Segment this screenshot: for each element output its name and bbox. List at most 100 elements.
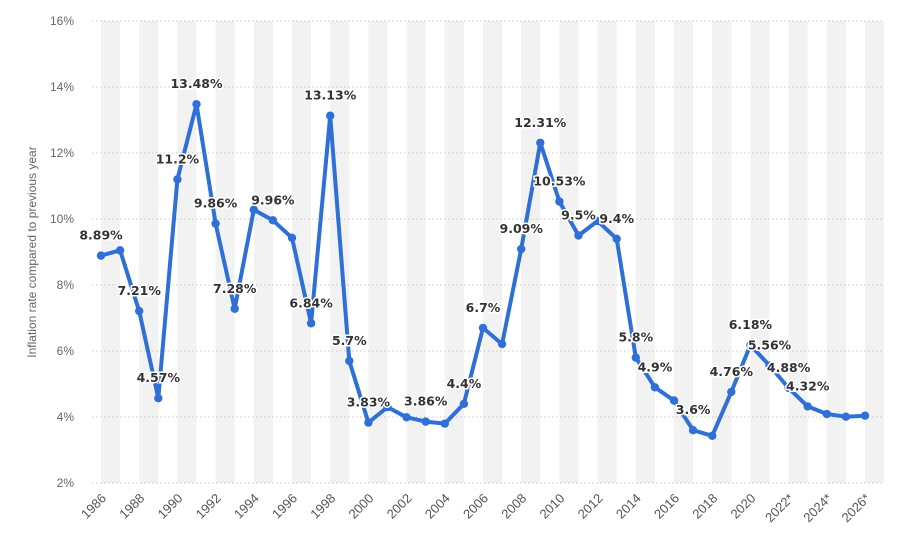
year-band bbox=[597, 21, 617, 483]
data-point bbox=[727, 387, 736, 397]
data-label: 7.21% bbox=[118, 283, 162, 298]
x-tick-label: 2016 bbox=[651, 491, 682, 522]
year-band bbox=[177, 21, 197, 483]
data-point bbox=[383, 402, 392, 412]
year-band bbox=[635, 21, 655, 483]
data-point bbox=[612, 234, 621, 243]
data-point bbox=[822, 409, 831, 419]
data-label: 9.09% bbox=[500, 221, 544, 236]
data-label: 9.86% bbox=[194, 196, 238, 211]
data-point bbox=[268, 216, 278, 225]
data-label: 13.13% bbox=[304, 88, 357, 103]
x-tick-label: 2008 bbox=[498, 491, 529, 522]
data-label: 13.48% bbox=[170, 76, 223, 91]
y-tick-label: 8% bbox=[57, 278, 75, 292]
year-band bbox=[559, 21, 579, 483]
data-point bbox=[96, 251, 106, 260]
x-tick-label: 1992 bbox=[193, 491, 224, 522]
data-label: 9.4% bbox=[599, 211, 634, 226]
year-band bbox=[712, 21, 732, 483]
data-point bbox=[230, 304, 239, 313]
data-point bbox=[421, 417, 430, 426]
x-tick-label: 2006 bbox=[460, 491, 491, 522]
data-label: 5.8% bbox=[618, 330, 653, 345]
x-tick-label: 2000 bbox=[345, 491, 376, 522]
data-label: 4.9% bbox=[638, 359, 673, 374]
data-label: 10.53% bbox=[533, 174, 586, 189]
data-label: 7.28% bbox=[213, 281, 257, 296]
data-label: 9.5% bbox=[561, 208, 596, 223]
data-point bbox=[135, 306, 144, 316]
data-point bbox=[402, 413, 411, 422]
data-point bbox=[211, 219, 220, 228]
data-point bbox=[345, 356, 354, 366]
data-point bbox=[746, 340, 755, 350]
x-tick-label: 2012 bbox=[575, 491, 606, 522]
gridlines bbox=[92, 20, 884, 484]
data-point bbox=[555, 197, 564, 206]
data-point bbox=[249, 205, 258, 214]
year-band bbox=[292, 21, 312, 483]
data-label: 12.31% bbox=[514, 115, 567, 130]
data-point bbox=[708, 431, 717, 441]
data-label: 6.18% bbox=[729, 317, 773, 332]
year-band bbox=[788, 21, 808, 483]
data-label: 9.96% bbox=[251, 192, 295, 207]
year-band bbox=[674, 21, 694, 483]
year-band bbox=[215, 21, 235, 483]
year-band bbox=[368, 21, 388, 483]
inflation-series bbox=[96, 99, 870, 441]
data-point bbox=[688, 426, 698, 435]
x-tick-label: 1998 bbox=[307, 491, 338, 522]
year-band bbox=[483, 21, 503, 483]
x-tick-label: 2022* bbox=[762, 491, 797, 526]
data-label: 3.83% bbox=[347, 395, 391, 410]
year-band bbox=[826, 21, 846, 483]
x-tick-label: 1996 bbox=[269, 491, 300, 522]
y-axis-label: Inflation rate compared to previous year bbox=[25, 146, 39, 357]
x-tick-label: 2002 bbox=[384, 491, 415, 522]
data-point bbox=[650, 383, 660, 392]
data-point bbox=[860, 411, 870, 420]
data-label: 4.88% bbox=[767, 360, 811, 375]
year-band bbox=[865, 21, 885, 483]
data-point bbox=[574, 231, 583, 240]
data-label: 6.7% bbox=[466, 300, 501, 315]
y-tick-label: 12% bbox=[50, 146, 74, 160]
data-point bbox=[326, 111, 335, 120]
data-point bbox=[459, 399, 469, 408]
y-tick-label: 2% bbox=[57, 476, 75, 490]
x-tick-label: 1994 bbox=[231, 491, 262, 522]
year-band bbox=[750, 21, 770, 483]
data-label: 3.6% bbox=[676, 402, 711, 417]
data-point bbox=[192, 99, 201, 109]
x-tick-label: 1986 bbox=[78, 491, 109, 522]
data-point bbox=[306, 319, 316, 328]
x-tick-label: 2026* bbox=[838, 491, 873, 526]
x-tick-label: 2014 bbox=[613, 491, 644, 522]
data-label: 4.57% bbox=[137, 370, 181, 385]
data-point bbox=[440, 419, 449, 428]
data-point bbox=[517, 244, 526, 254]
data-point bbox=[631, 353, 640, 362]
x-tick-label: 2004 bbox=[422, 491, 453, 522]
data-point bbox=[115, 246, 125, 255]
year-band bbox=[521, 21, 541, 483]
data-label: 4.76% bbox=[710, 364, 754, 379]
data-point bbox=[287, 233, 297, 243]
data-point bbox=[364, 418, 373, 427]
y-tick-label: 16% bbox=[50, 14, 74, 28]
x-tick-label: 2024* bbox=[800, 491, 835, 526]
data-label: 4.32% bbox=[786, 378, 830, 393]
data-label: 8.89% bbox=[79, 228, 123, 243]
data-point bbox=[497, 339, 507, 349]
data-label: 5.7% bbox=[332, 333, 367, 348]
x-tick-label: 1990 bbox=[154, 491, 185, 522]
year-band bbox=[139, 21, 159, 483]
y-axis-ticks: 2% 4% 6% 8% 10% 12% 14% 16% bbox=[50, 14, 74, 490]
x-tick-label: 1988 bbox=[116, 491, 147, 522]
data-point bbox=[841, 412, 851, 421]
x-axis-ticks: 1986 1988 1990 1992 1994 1996 1998 2000 2002 2004… bbox=[78, 491, 873, 526]
data-label: 4.4% bbox=[447, 376, 482, 391]
year-band bbox=[444, 21, 464, 483]
